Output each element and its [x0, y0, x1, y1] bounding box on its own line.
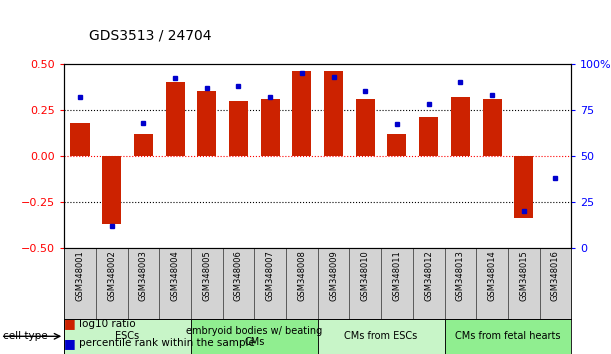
- Bar: [483, 99, 502, 156]
- Bar: [514, 156, 533, 218]
- Bar: [451, 97, 470, 156]
- Bar: [324, 71, 343, 156]
- Text: ■: ■: [64, 318, 76, 330]
- Text: GSM348013: GSM348013: [456, 250, 465, 301]
- Text: embryoid bodies w/ beating
CMs: embryoid bodies w/ beating CMs: [186, 325, 323, 347]
- Bar: [356, 99, 375, 156]
- Text: GSM348003: GSM348003: [139, 250, 148, 301]
- Text: GSM348014: GSM348014: [488, 250, 497, 301]
- Text: GSM348008: GSM348008: [298, 250, 306, 301]
- Text: GSM348007: GSM348007: [266, 250, 275, 301]
- Text: GSM348005: GSM348005: [202, 250, 211, 301]
- Bar: [293, 71, 312, 156]
- Bar: [102, 156, 121, 224]
- Text: GSM348015: GSM348015: [519, 250, 529, 301]
- Text: ■: ■: [64, 337, 76, 350]
- Text: GSM348016: GSM348016: [551, 250, 560, 301]
- Bar: [318, 319, 445, 354]
- Text: percentile rank within the sample: percentile rank within the sample: [79, 338, 255, 348]
- Text: GSM348012: GSM348012: [424, 250, 433, 301]
- Text: GSM348006: GSM348006: [234, 250, 243, 301]
- Text: CMs from ESCs: CMs from ESCs: [345, 331, 418, 341]
- Text: cell type: cell type: [3, 331, 48, 341]
- Text: GSM348011: GSM348011: [392, 250, 401, 301]
- Bar: [70, 122, 89, 156]
- Bar: [197, 91, 216, 156]
- Bar: [445, 319, 571, 354]
- Bar: [134, 134, 153, 156]
- Text: GDS3513 / 24704: GDS3513 / 24704: [89, 28, 211, 42]
- Bar: [166, 82, 185, 156]
- Bar: [419, 117, 438, 156]
- Text: ESCs: ESCs: [115, 331, 139, 341]
- Text: log10 ratio: log10 ratio: [79, 319, 136, 329]
- Bar: [229, 101, 248, 156]
- Bar: [64, 319, 191, 354]
- Bar: [387, 134, 406, 156]
- Text: CMs from fetal hearts: CMs from fetal hearts: [455, 331, 561, 341]
- Text: GSM348004: GSM348004: [170, 250, 180, 301]
- Text: GSM348010: GSM348010: [360, 250, 370, 301]
- Text: GSM348002: GSM348002: [107, 250, 116, 301]
- Bar: [191, 319, 318, 354]
- Text: GSM348009: GSM348009: [329, 250, 338, 301]
- Bar: [261, 99, 280, 156]
- Text: GSM348001: GSM348001: [76, 250, 84, 301]
